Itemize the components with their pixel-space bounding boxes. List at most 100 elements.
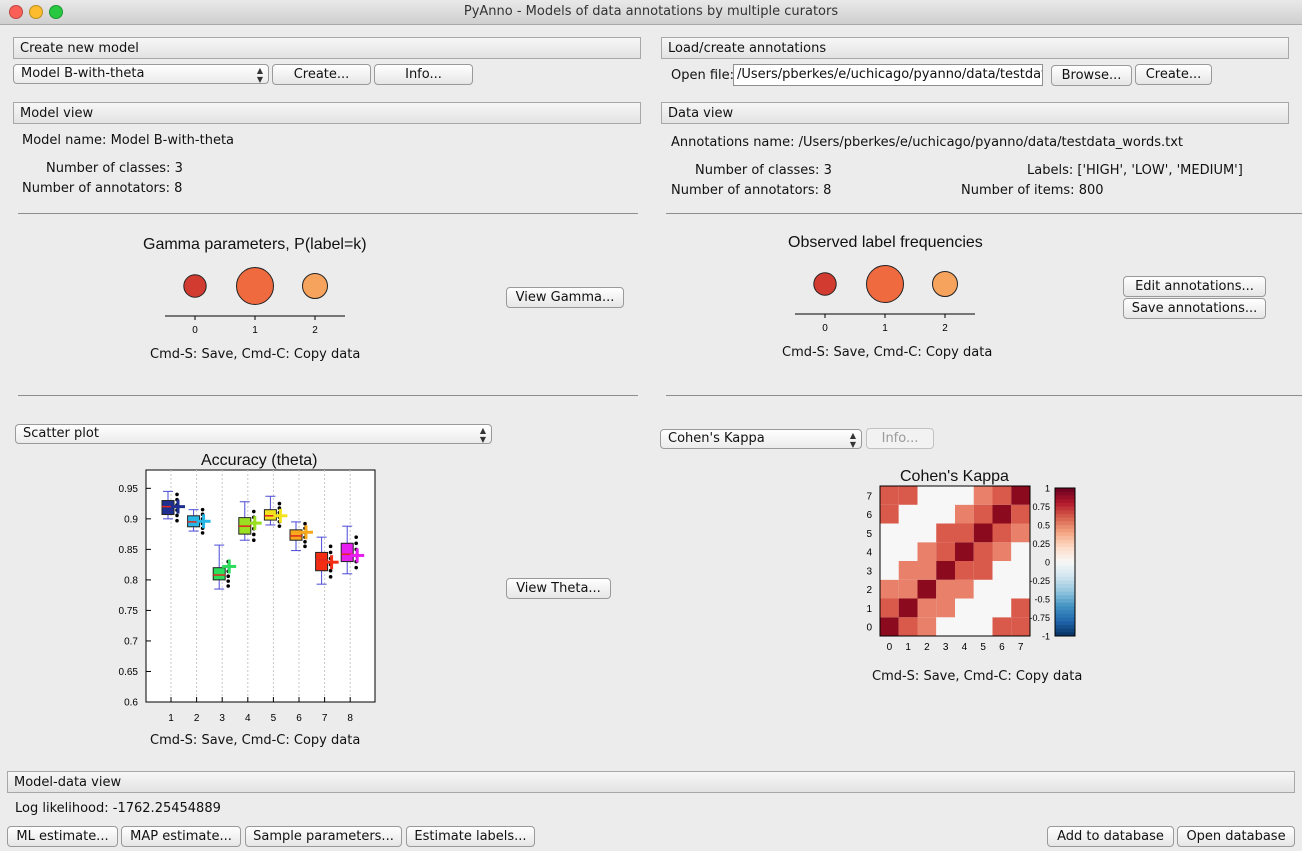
freq-x-tick-label-2: 2 <box>942 323 948 334</box>
kappa-colorbar-segment <box>1055 587 1075 593</box>
zoom-window-button[interactable] <box>49 5 63 19</box>
model-data-view-header: Model-data view <box>7 771 1295 793</box>
kappa-cell <box>917 617 937 636</box>
kappa-colorbar-tick-label: 0 <box>1045 558 1050 568</box>
theta-box-6 <box>289 529 303 541</box>
annotations-name-label: Annotations name: <box>671 135 795 150</box>
statistic-select[interactable]: Cohen's Kappa ▲ ▼ <box>660 429 862 449</box>
theta-box-8 <box>340 542 354 563</box>
save-annotations-button[interactable]: Save annotations... <box>1123 298 1266 319</box>
file-path-input[interactable]: /Users/pberkes/e/uchicago/pyanno/data/te… <box>733 64 1043 86</box>
model-info-button[interactable]: Info... <box>374 64 473 85</box>
log-likelihood-row: Log likelihood: -1762.25454889 <box>15 801 221 816</box>
model-num-classes-row: Number of classes: 3 <box>46 161 183 176</box>
data-num-classes-value: 3 <box>823 163 832 178</box>
add-to-database-button[interactable]: Add to database <box>1047 826 1174 847</box>
annotations-name-value: /Users/pberkes/e/uchicago/pyanno/data/te… <box>798 135 1184 150</box>
load-annotations-header: Load/create annotations <box>661 37 1289 59</box>
kappa-colorbar-segment <box>1055 554 1075 559</box>
kappa-cell <box>973 504 993 524</box>
kappa-x-tick-label: 1 <box>905 642 911 653</box>
select-arrows-icon: ▲ ▼ <box>849 431 856 449</box>
kappa-colorbar-segment <box>1055 543 1075 548</box>
view-gamma-button[interactable]: View Gamma... <box>506 287 624 308</box>
plot-type-select[interactable]: Scatter plot ▲ ▼ <box>15 424 492 444</box>
kappa-cell <box>936 486 955 505</box>
theta-plot-title: Accuracy (theta) <box>201 452 318 469</box>
kappa-cell <box>936 523 955 543</box>
edit-annotations-button[interactable]: Edit annotations... <box>1123 276 1266 297</box>
kappa-colorbar-segment <box>1055 502 1075 507</box>
estimate-labels-button[interactable]: Estimate labels... <box>406 826 535 847</box>
kappa-cell <box>898 504 918 524</box>
kappa-x-tick-label: 0 <box>887 642 893 653</box>
theta-sample-point <box>354 565 358 570</box>
theta-x-tick-label: 6 <box>296 713 302 724</box>
log-likelihood-value: -1762.25454889 <box>112 801 221 816</box>
close-window-button[interactable] <box>9 5 23 19</box>
theta-y-tick-label: 0.65 <box>119 667 139 678</box>
ml-estimate-button[interactable]: ML estimate... <box>7 826 118 847</box>
theta-sample-point <box>226 584 230 588</box>
theta-sample-point <box>226 579 230 583</box>
theta-sample-point <box>175 518 179 523</box>
map-estimate-button[interactable]: MAP estimate... <box>121 826 241 847</box>
select-arrows-icon: ▲ ▼ <box>256 66 263 84</box>
kappa-cell <box>917 598 937 618</box>
browse-button[interactable]: Browse... <box>1051 65 1132 86</box>
data-num-annotators-value: 8 <box>823 183 832 198</box>
theta-y-tick-label: 0.95 <box>119 484 139 495</box>
kappa-cell <box>955 486 974 505</box>
kappa-colorbar-tick-label: 1 <box>1045 484 1050 494</box>
model-num-annotators-label: Number of annotators: <box>22 181 171 196</box>
kappa-colorbar-segment <box>1055 632 1075 637</box>
kappa-cell <box>1011 523 1030 543</box>
sample-parameters-button[interactable]: Sample parameters... <box>245 826 402 847</box>
kappa-cell <box>880 617 899 636</box>
theta-plot-frame <box>145 469 376 703</box>
model-select-value: Model B-with-theta <box>21 66 145 81</box>
freq-bubble-0 <box>813 272 837 296</box>
minimize-window-button[interactable] <box>29 5 43 19</box>
kappa-x-tick-label: 3 <box>943 642 949 653</box>
kappa-colorbar-segment <box>1055 624 1075 630</box>
kappa-cell <box>973 598 993 618</box>
data-num-classes-row: Number of classes: 3 <box>695 163 832 178</box>
kappa-y-tick-label: 6 <box>866 510 872 521</box>
model-plot-divider <box>18 395 638 396</box>
kappa-colorbar-segment <box>1055 499 1075 504</box>
kappa-colorbar-segment <box>1055 621 1075 626</box>
kappa-y-tick-label: 1 <box>866 604 872 615</box>
kappa-cell <box>880 523 899 543</box>
create-model-button[interactable]: Create... <box>272 64 371 85</box>
model-select[interactable]: Model B-with-theta ▲ ▼ <box>13 64 269 84</box>
model-num-classes-value: 3 <box>174 161 183 176</box>
theta-y-tick-label: 0.9 <box>124 514 138 525</box>
data-num-annotators-label: Number of annotators: <box>671 183 820 198</box>
kappa-cell <box>898 617 918 636</box>
kappa-colorbar-segment <box>1055 536 1075 541</box>
kappa-cell <box>917 504 937 524</box>
kappa-cell <box>936 617 955 636</box>
theta-sample-point <box>277 501 282 506</box>
kappa-cell <box>955 617 974 636</box>
create-model-header: Create new model <box>13 37 641 59</box>
open-database-button[interactable]: Open database <box>1177 826 1295 847</box>
theta-box-3 <box>212 567 226 581</box>
kappa-plot: 0 1 2 3 4 5 6 7 0 1 2 3 4 5 6 7 1 0.75 0.5 0.25 0 -0.25 -0.5 -0… <box>866 484 1076 653</box>
kappa-y-tick-label: 2 <box>866 585 872 596</box>
kappa-colorbar-segment <box>1055 495 1075 500</box>
create-annotations-button[interactable]: Create... <box>1135 64 1212 85</box>
gamma-plot: 0 1 2 <box>165 267 345 336</box>
statistic-info-button[interactable]: Info... <box>866 428 934 449</box>
kappa-colorbar-tick-label: -0.75 <box>1029 613 1050 623</box>
kappa-cell <box>880 486 899 505</box>
kappa-colorbar-segment <box>1055 595 1075 600</box>
kappa-colorbar-segment <box>1055 573 1075 578</box>
kappa-colorbar-tick-label: 0.25 <box>1032 539 1050 549</box>
kappa-cell <box>955 561 974 580</box>
theta-sample-point <box>175 492 179 497</box>
view-theta-button[interactable]: View Theta... <box>506 578 611 599</box>
kappa-cell <box>955 579 974 599</box>
kappa-colorbar-segment <box>1055 599 1075 604</box>
